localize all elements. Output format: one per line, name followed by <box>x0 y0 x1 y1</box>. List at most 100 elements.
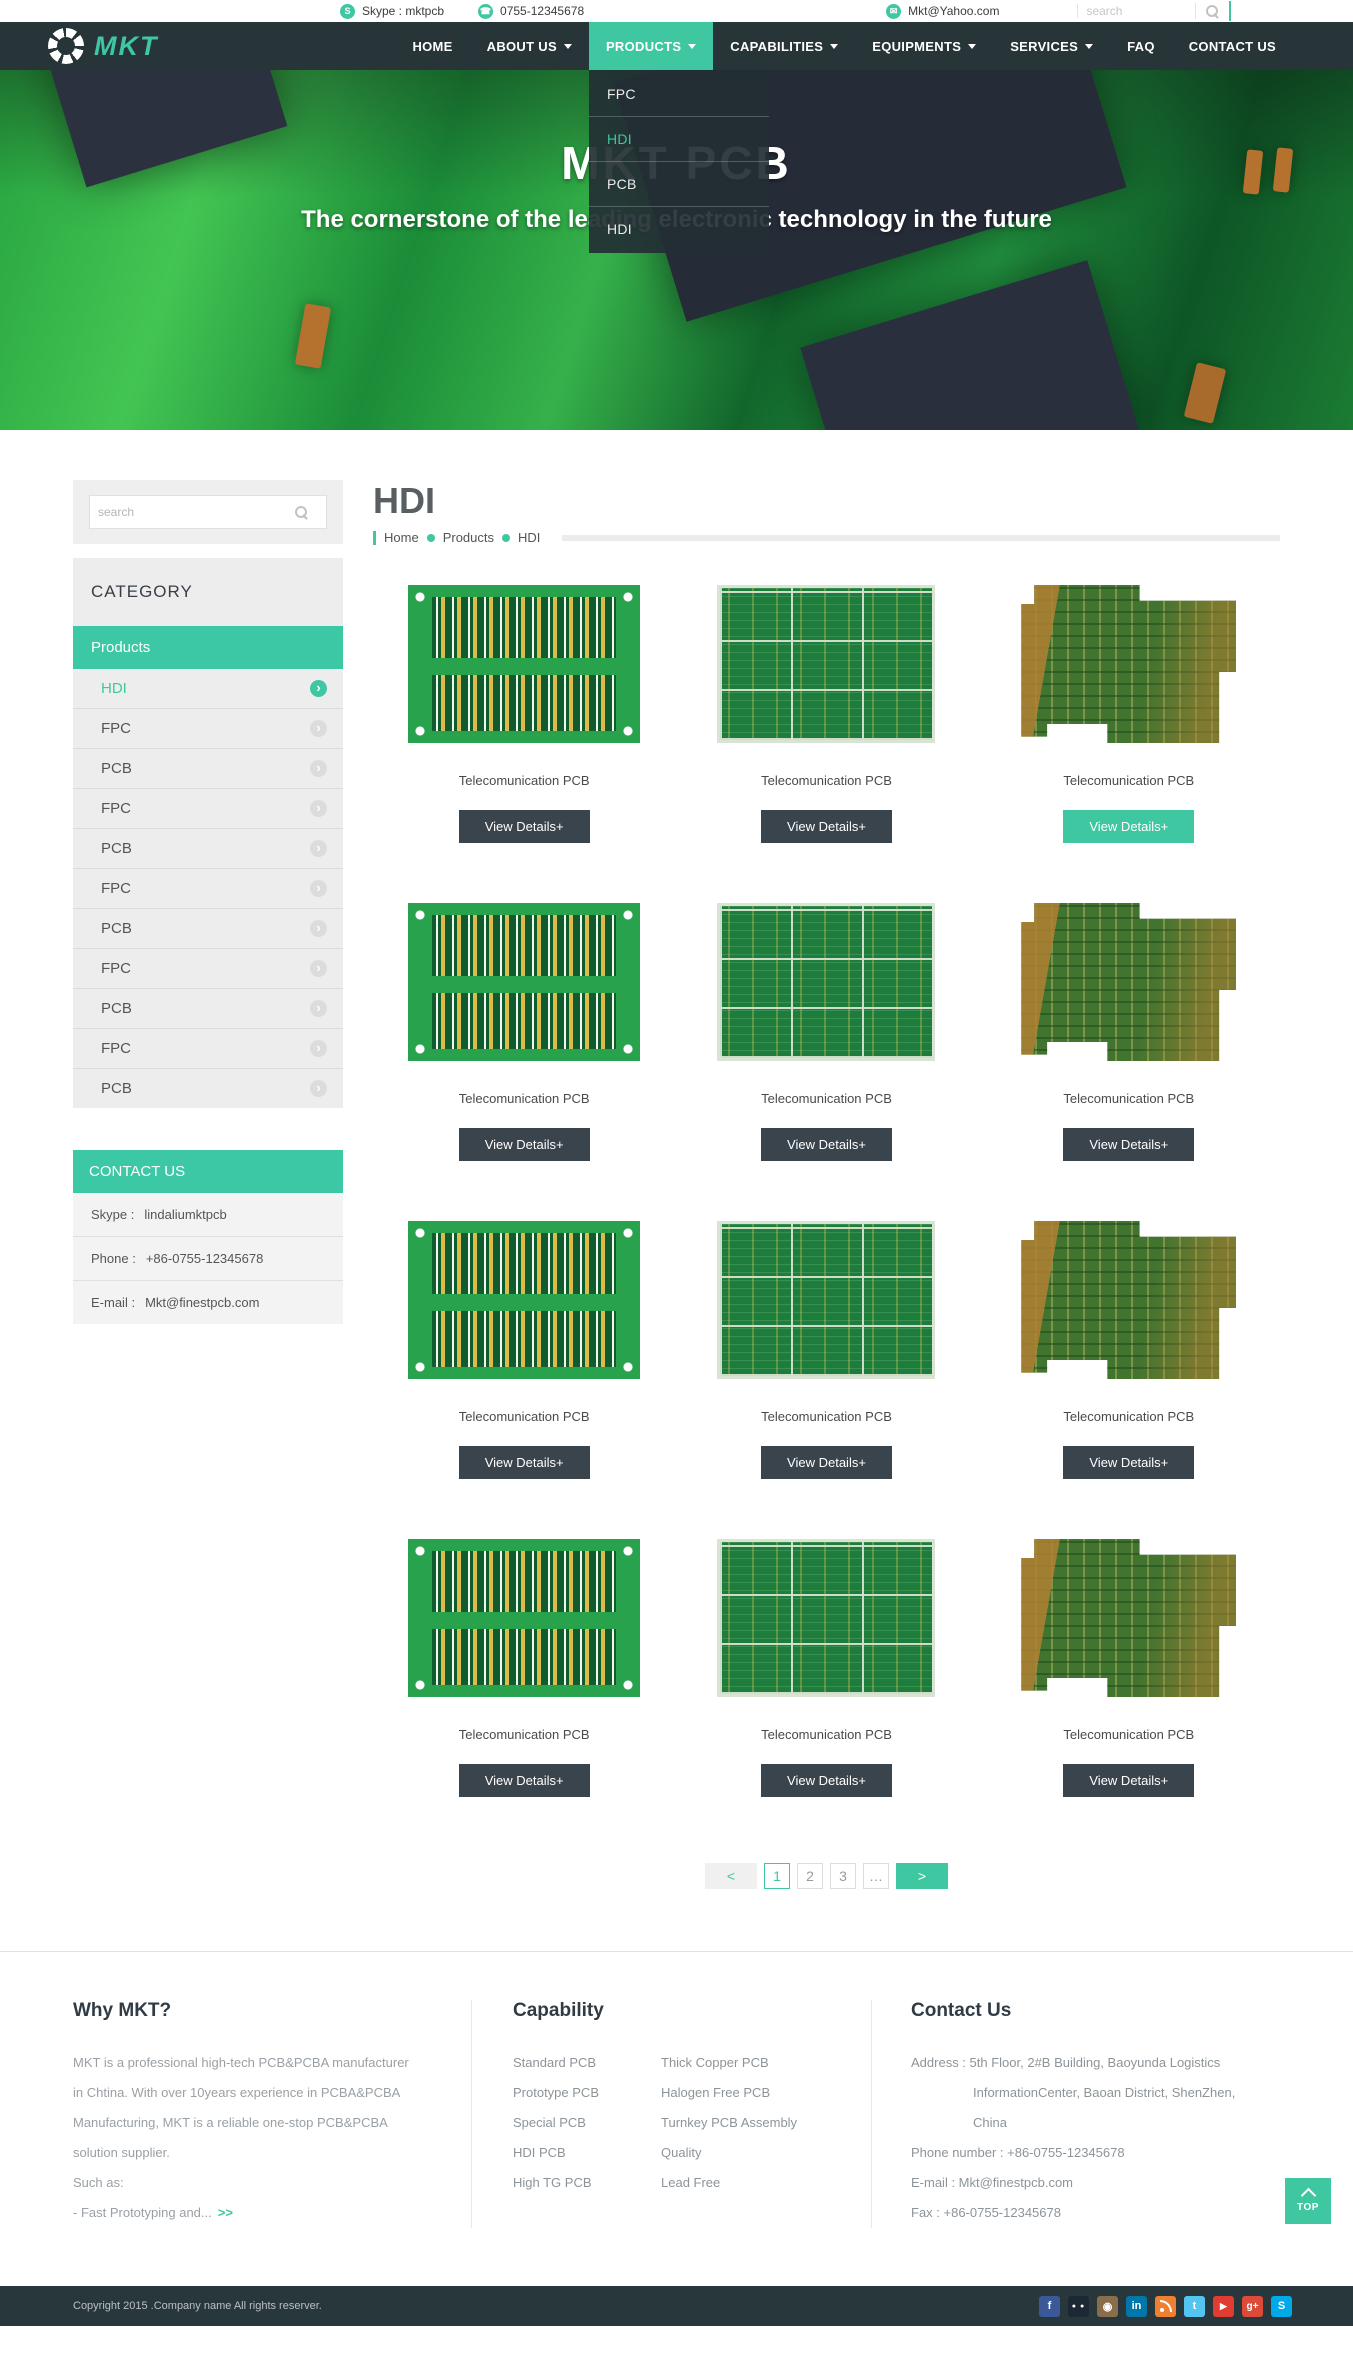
nav-item-home[interactable]: HOME <box>395 22 469 70</box>
product-image[interactable] <box>717 903 936 1061</box>
view-details-button[interactable]: View Details+ <box>1063 1446 1195 1479</box>
product-card: Telecomunication PCB View Details+ <box>675 585 977 843</box>
google-plus-icon[interactable]: g+ <box>1242 2295 1263 2317</box>
nav-item-faq[interactable]: FAQ <box>1110 22 1172 70</box>
product-image[interactable] <box>408 1221 641 1379</box>
flickr-icon[interactable]: ● ● <box>1068 2295 1089 2317</box>
nav-item-products[interactable]: PRODUCTS FPC HDI PCB HDI <box>588 22 769 253</box>
category-group-products[interactable]: Products <box>73 626 343 669</box>
category-item-fpc[interactable]: FPC <box>73 788 343 828</box>
footer-link-turnkey-pcb-assembly[interactable]: Turnkey PCB Assembly <box>661 2115 798 2130</box>
footer-contact-lines: Address : 5th Floor, 2#B Building, Baoyu… <box>911 2048 1280 2228</box>
view-details-button[interactable]: View Details+ <box>458 810 590 843</box>
footer-more-text: - Fast Prototyping and... <box>73 2205 212 2220</box>
footer-link-hdi-pcb[interactable]: HDI PCB <box>513 2145 566 2160</box>
instagram-icon[interactable]: ◉ <box>1097 2295 1118 2317</box>
facebook-icon[interactable]: f <box>1039 2295 1060 2317</box>
product-image[interactable] <box>1021 1221 1236 1379</box>
pagination-prev-button[interactable]: < <box>705 1863 757 1889</box>
category-item-pcb[interactable]: PCB <box>73 748 343 788</box>
pagination-ellipsis[interactable]: … <box>863 1863 889 1889</box>
footer-link-special-pcb[interactable]: Special PCB <box>513 2115 586 2130</box>
chevron-right-icon <box>310 680 327 697</box>
product-image[interactable] <box>1021 585 1236 743</box>
product-image[interactable] <box>1021 1539 1236 1697</box>
breadcrumb-home[interactable]: Home <box>384 530 419 545</box>
view-details-button[interactable]: View Details+ <box>458 1446 590 1479</box>
footer: Why MKT? MKT is a professional high-tech… <box>0 1951 1353 2286</box>
view-details-button[interactable]: View Details+ <box>761 1764 892 1797</box>
footer-why-line: solution supplier. <box>73 2145 170 2160</box>
product-image[interactable] <box>408 585 641 743</box>
footer-address-line: InformationCenter, Baoan District, ShenZ… <box>973 2085 1236 2100</box>
category-item-label: FPC <box>101 880 131 897</box>
footer-link-high-tg-pcb[interactable]: High TG PCB <box>513 2175 592 2190</box>
nav-item-equipments[interactable]: EQUIPMENTS <box>855 22 993 70</box>
topbar-search-input[interactable] <box>1077 4 1196 18</box>
product-image[interactable] <box>408 903 641 1061</box>
footer-link-lead-free[interactable]: Lead Free <box>661 2175 721 2190</box>
category-item-pcb[interactable]: PCB <box>73 1068 343 1108</box>
nav-item-services[interactable]: SERVICES <box>993 22 1110 70</box>
footer-contact-us: Contact Us Address : 5th Floor, 2#B Buil… <box>872 2000 1280 2228</box>
product-image[interactable] <box>717 585 936 743</box>
dropdown-item-pcb[interactable]: PCB <box>588 162 769 207</box>
view-details-button[interactable]: View Details+ <box>761 810 892 843</box>
category-item-fpc[interactable]: FPC <box>73 708 343 748</box>
product-image[interactable] <box>717 1539 936 1697</box>
dropdown-item-hdi[interactable]: HDI <box>588 117 769 162</box>
search-icon[interactable] <box>294 505 309 520</box>
dropdown-item-fpc[interactable]: FPC <box>588 72 769 117</box>
chevron-right-icon <box>310 920 327 937</box>
brand-logo[interactable]: MKT <box>48 22 158 70</box>
nav-label: HOME <box>412 38 453 54</box>
pagination-page-3[interactable]: 3 <box>830 1863 856 1889</box>
view-details-button[interactable]: View Details+ <box>1063 1128 1195 1161</box>
twitter-icon[interactable]: t <box>1184 2295 1205 2317</box>
top-utility-bar: S Skype : mktpcb ☎ 0755-12345678 ✉ Mkt@Y… <box>0 0 1353 22</box>
category-item-fpc[interactable]: FPC <box>73 868 343 908</box>
view-details-button[interactable]: View Details+ <box>761 1446 892 1479</box>
breadcrumb-products[interactable]: Products <box>442 530 494 545</box>
category-item-fpc[interactable]: FPC <box>73 1028 343 1068</box>
category-item-hdi[interactable]: HDI <box>73 669 343 708</box>
pagination-next-button[interactable]: > <box>896 1863 948 1889</box>
back-to-top-button[interactable]: TOP <box>1285 2178 1331 2224</box>
rss-icon[interactable] <box>1155 2295 1176 2317</box>
product-image[interactable] <box>717 1221 936 1379</box>
search-icon[interactable] <box>1205 4 1220 19</box>
linkedin-icon[interactable]: in <box>1126 2295 1147 2317</box>
product-title: Telecomunication PCB <box>458 1409 590 1424</box>
category-item-pcb[interactable]: PCB <box>73 908 343 948</box>
nav-item-capabilities[interactable]: CAPABILITIES <box>713 22 855 70</box>
footer-link-standard-pcb[interactable]: Standard PCB <box>513 2055 597 2070</box>
nav-item-contact-us[interactable]: CONTACT US <box>1172 22 1293 70</box>
category-item-pcb[interactable]: PCB <box>73 988 343 1028</box>
youtube-icon[interactable]: ▶ <box>1213 2295 1234 2317</box>
view-details-button[interactable]: View Details+ <box>1063 810 1195 843</box>
view-details-button[interactable]: View Details+ <box>1063 1764 1195 1797</box>
view-details-button[interactable]: View Details+ <box>458 1128 590 1161</box>
footer-link-prototype-pcb[interactable]: Prototype PCB <box>513 2085 599 2100</box>
chevron-right-icon <box>310 1000 327 1017</box>
footer-link-quality[interactable]: Quality <box>661 2145 702 2160</box>
pagination-page-2[interactable]: 2 <box>797 1863 823 1889</box>
product-image[interactable] <box>1021 903 1236 1061</box>
nav-item-about-us[interactable]: ABOUT US <box>470 22 589 70</box>
product-title: Telecomunication PCB <box>458 773 590 788</box>
category-item-fpc[interactable]: FPC <box>73 948 343 988</box>
footer-read-more-link[interactable]: - Fast Prototyping and... >> <box>73 2198 441 2228</box>
category-item-pcb[interactable]: PCB <box>73 828 343 868</box>
dropdown-item-hdi-2[interactable]: HDI <box>606 221 632 237</box>
sidebar-search-input[interactable] <box>98 505 285 519</box>
product-image[interactable] <box>408 1539 641 1697</box>
category-panel: CATEGORY Products HDI FPC PCB FPC PCB FP… <box>73 558 343 1108</box>
sidebar-search-box <box>89 495 327 529</box>
view-details-button[interactable]: View Details+ <box>458 1764 590 1797</box>
footer-link-thick-copper-pcb[interactable]: Thick Copper PCB <box>661 2055 769 2070</box>
footer-link-halogen-free-pcb[interactable]: Halogen Free PCB <box>661 2085 771 2100</box>
view-details-button[interactable]: View Details+ <box>761 1128 892 1161</box>
product-card: Telecomunication PCB View Details+ <box>373 585 675 843</box>
skype-icon[interactable]: S <box>1271 2295 1292 2317</box>
pagination-page-1[interactable]: 1 <box>764 1863 790 1889</box>
